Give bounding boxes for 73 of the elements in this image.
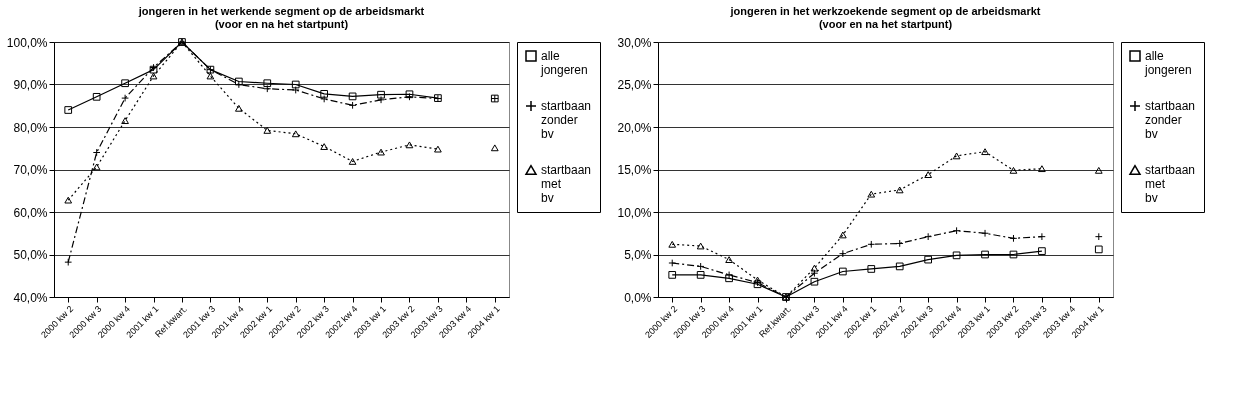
point <box>867 265 876 273</box>
point <box>234 77 243 86</box>
point <box>348 158 357 165</box>
legend-label: startbaan met bv <box>1145 163 1196 205</box>
y-tick-label: 40,0% <box>13 290 48 305</box>
point <box>810 277 819 286</box>
chart-subtitle: (voor en na het startpunt) <box>818 18 953 30</box>
point <box>490 144 499 152</box>
point <box>291 130 300 138</box>
point <box>696 271 705 279</box>
point <box>121 79 129 88</box>
point <box>924 171 933 179</box>
point <box>291 80 300 89</box>
y-tick-label: 25,0% <box>617 78 652 92</box>
y-tick-label: 100,0% <box>6 35 48 50</box>
point <box>725 274 733 283</box>
point <box>405 141 414 149</box>
legend-label: startbaan met bv <box>541 163 592 205</box>
point <box>668 271 677 279</box>
y-tick-label: 5,0% <box>624 248 652 262</box>
point <box>263 127 272 134</box>
point <box>668 240 677 248</box>
point <box>895 262 904 271</box>
point <box>838 267 847 276</box>
y-tick-label: 15,0% <box>617 163 652 177</box>
point <box>434 145 442 153</box>
y-tick-label: 90,0% <box>13 78 48 92</box>
legend-label: startbaan zonder bv <box>541 99 592 141</box>
point <box>867 190 876 198</box>
point <box>234 104 243 112</box>
y-tick-label: 30,0% <box>617 35 652 50</box>
point <box>1009 250 1018 259</box>
point <box>810 264 819 272</box>
point <box>952 152 961 160</box>
point <box>1094 245 1103 254</box>
point <box>696 242 705 250</box>
point <box>348 92 357 101</box>
point <box>895 186 904 194</box>
point <box>981 148 989 156</box>
chart-subtitle: (voor en na het startpunt) <box>214 18 349 30</box>
point <box>725 256 733 264</box>
chart-title: jongeren in het werkzoekende segment op de arbeidsmarkt <box>729 5 1041 17</box>
point <box>64 106 73 114</box>
point <box>1038 247 1046 255</box>
point <box>1038 165 1046 173</box>
point <box>320 90 329 98</box>
legend-label: alle jongeren <box>1144 49 1192 77</box>
legend-label: alle jongeren <box>540 49 588 77</box>
point <box>1009 166 1018 174</box>
y-tick-label: 20,0% <box>617 120 652 135</box>
point <box>924 255 933 264</box>
chart-title: jongeren in het werkende segment op de arbeidsmarkt <box>137 5 425 17</box>
point <box>952 251 961 260</box>
y-tick-label: 70,0% <box>13 163 48 177</box>
point <box>206 72 215 80</box>
point <box>981 250 989 259</box>
point <box>377 148 385 156</box>
point <box>92 92 101 101</box>
legend-label: startbaan zonder bv <box>1145 99 1196 141</box>
point <box>263 79 272 88</box>
point <box>121 117 129 125</box>
point <box>1094 166 1103 174</box>
y-tick-label: 60,0% <box>13 205 48 220</box>
point <box>149 72 158 80</box>
y-tick-label: 50,0% <box>13 248 48 262</box>
point <box>320 143 329 150</box>
y-tick-label: 80,0% <box>13 120 48 135</box>
y-tick-label: 0,0% <box>624 290 652 305</box>
point <box>64 196 73 204</box>
point <box>377 90 385 99</box>
point <box>92 163 101 171</box>
point <box>838 231 847 239</box>
y-tick-label: 10,0% <box>617 205 652 220</box>
